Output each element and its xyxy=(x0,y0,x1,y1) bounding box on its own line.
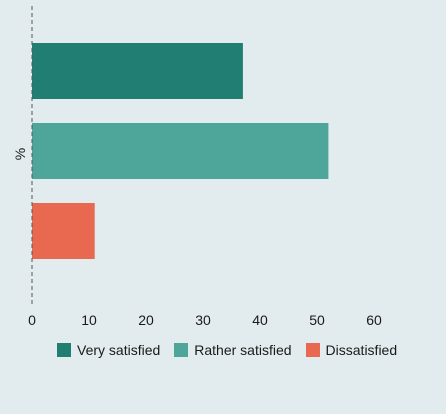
bars-group xyxy=(32,43,329,259)
x-tick-label: 30 xyxy=(195,312,211,328)
x-tick-label: 20 xyxy=(138,312,154,328)
x-tick-labels: 0 10 20 30 40 50 60 xyxy=(28,312,382,328)
y-axis-label: % xyxy=(12,148,28,160)
x-tick-label: 0 xyxy=(28,312,36,328)
legend-swatch-rather-satisfied xyxy=(174,343,189,357)
legend-label: Rather satisfied xyxy=(194,342,292,358)
x-tick-label: 60 xyxy=(366,312,382,328)
bar-very-satisfied xyxy=(32,43,243,99)
x-tick-label: 40 xyxy=(252,312,268,328)
legend-label: Dissatisfied xyxy=(325,342,398,358)
legend-swatch-dissatisfied xyxy=(305,343,320,357)
legend-label: Very satisfied xyxy=(77,342,161,358)
x-tick-label: 50 xyxy=(309,312,325,328)
bar-dissatisfied xyxy=(32,203,95,259)
legend-item-rather-satisfied: Rather satisfied xyxy=(174,342,292,358)
x-tick-label: 10 xyxy=(81,312,97,328)
legend-swatch-very-satisfied xyxy=(57,343,71,357)
legend-item-dissatisfied: Dissatisfied xyxy=(305,342,398,358)
legend: Very satisfied Rather satisfied Dissatis… xyxy=(57,342,411,358)
legend-item-very-satisfied: Very satisfied xyxy=(57,342,160,358)
bar-chart: 0 10 20 30 40 50 60 % xyxy=(12,6,382,328)
bar-rather-satisfied xyxy=(32,123,329,179)
